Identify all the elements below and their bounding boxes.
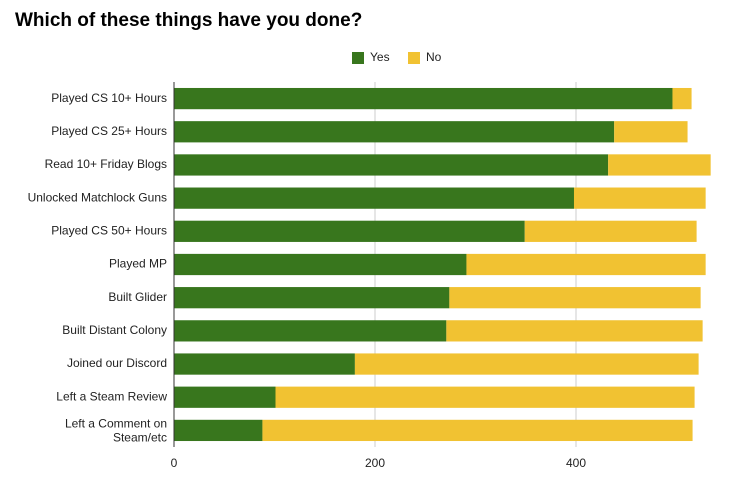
- category-label-line: Steam/etc: [113, 430, 167, 444]
- bar-no: [466, 253, 706, 276]
- category-label: Read 10+ Friday Blogs: [45, 157, 167, 171]
- bar-yes: [174, 154, 609, 176]
- bar-no: [524, 220, 697, 242]
- x-tick-label: 0: [171, 456, 178, 470]
- bar-yes: [174, 187, 574, 209]
- bar-no: [446, 320, 703, 342]
- category-label: Left a Steam Review: [56, 389, 167, 403]
- category-label: Played CS 25+ Hours: [51, 124, 167, 138]
- category-label: Played CS 10+ Hours: [51, 91, 167, 105]
- category-label: Played MP: [109, 257, 167, 271]
- chart-title: Which of these things have you done?: [15, 10, 363, 31]
- bar-yes: [174, 220, 525, 242]
- x-tick-label: 200: [365, 456, 385, 470]
- bar-no: [672, 87, 692, 110]
- category-label: Built Distant Colony: [62, 323, 167, 337]
- bar-yes: [174, 320, 447, 342]
- category-label: Joined our Discord: [67, 356, 167, 370]
- bar-no: [262, 419, 693, 442]
- bar-no: [449, 287, 701, 309]
- x-tick-label: 400: [566, 456, 586, 470]
- bar-yes: [174, 253, 467, 276]
- bar-no: [608, 154, 711, 176]
- legend-swatch-yes: [352, 52, 364, 64]
- bar-yes: [174, 87, 673, 110]
- bar-no: [573, 187, 706, 209]
- bar-yes: [174, 121, 615, 143]
- bar-no: [614, 121, 688, 143]
- category-label: Played CS 50+ Hours: [51, 223, 167, 237]
- legend-label-no: No: [426, 50, 442, 64]
- category-label: Unlocked Matchlock Guns: [28, 190, 167, 204]
- category-label: Left a Comment on Steam/etc: [65, 416, 167, 444]
- legend-swatch-no: [408, 52, 420, 64]
- bar-yes: [174, 287, 450, 309]
- bar-yes: [174, 419, 263, 442]
- legend-label-yes: Yes: [370, 50, 390, 64]
- category-label-line: Left a Comment on: [65, 416, 167, 430]
- bar-no: [275, 386, 695, 408]
- bar-yes: [174, 353, 355, 375]
- bar-no: [354, 353, 699, 375]
- bar-yes: [174, 386, 276, 408]
- category-label: Built Glider: [108, 290, 167, 304]
